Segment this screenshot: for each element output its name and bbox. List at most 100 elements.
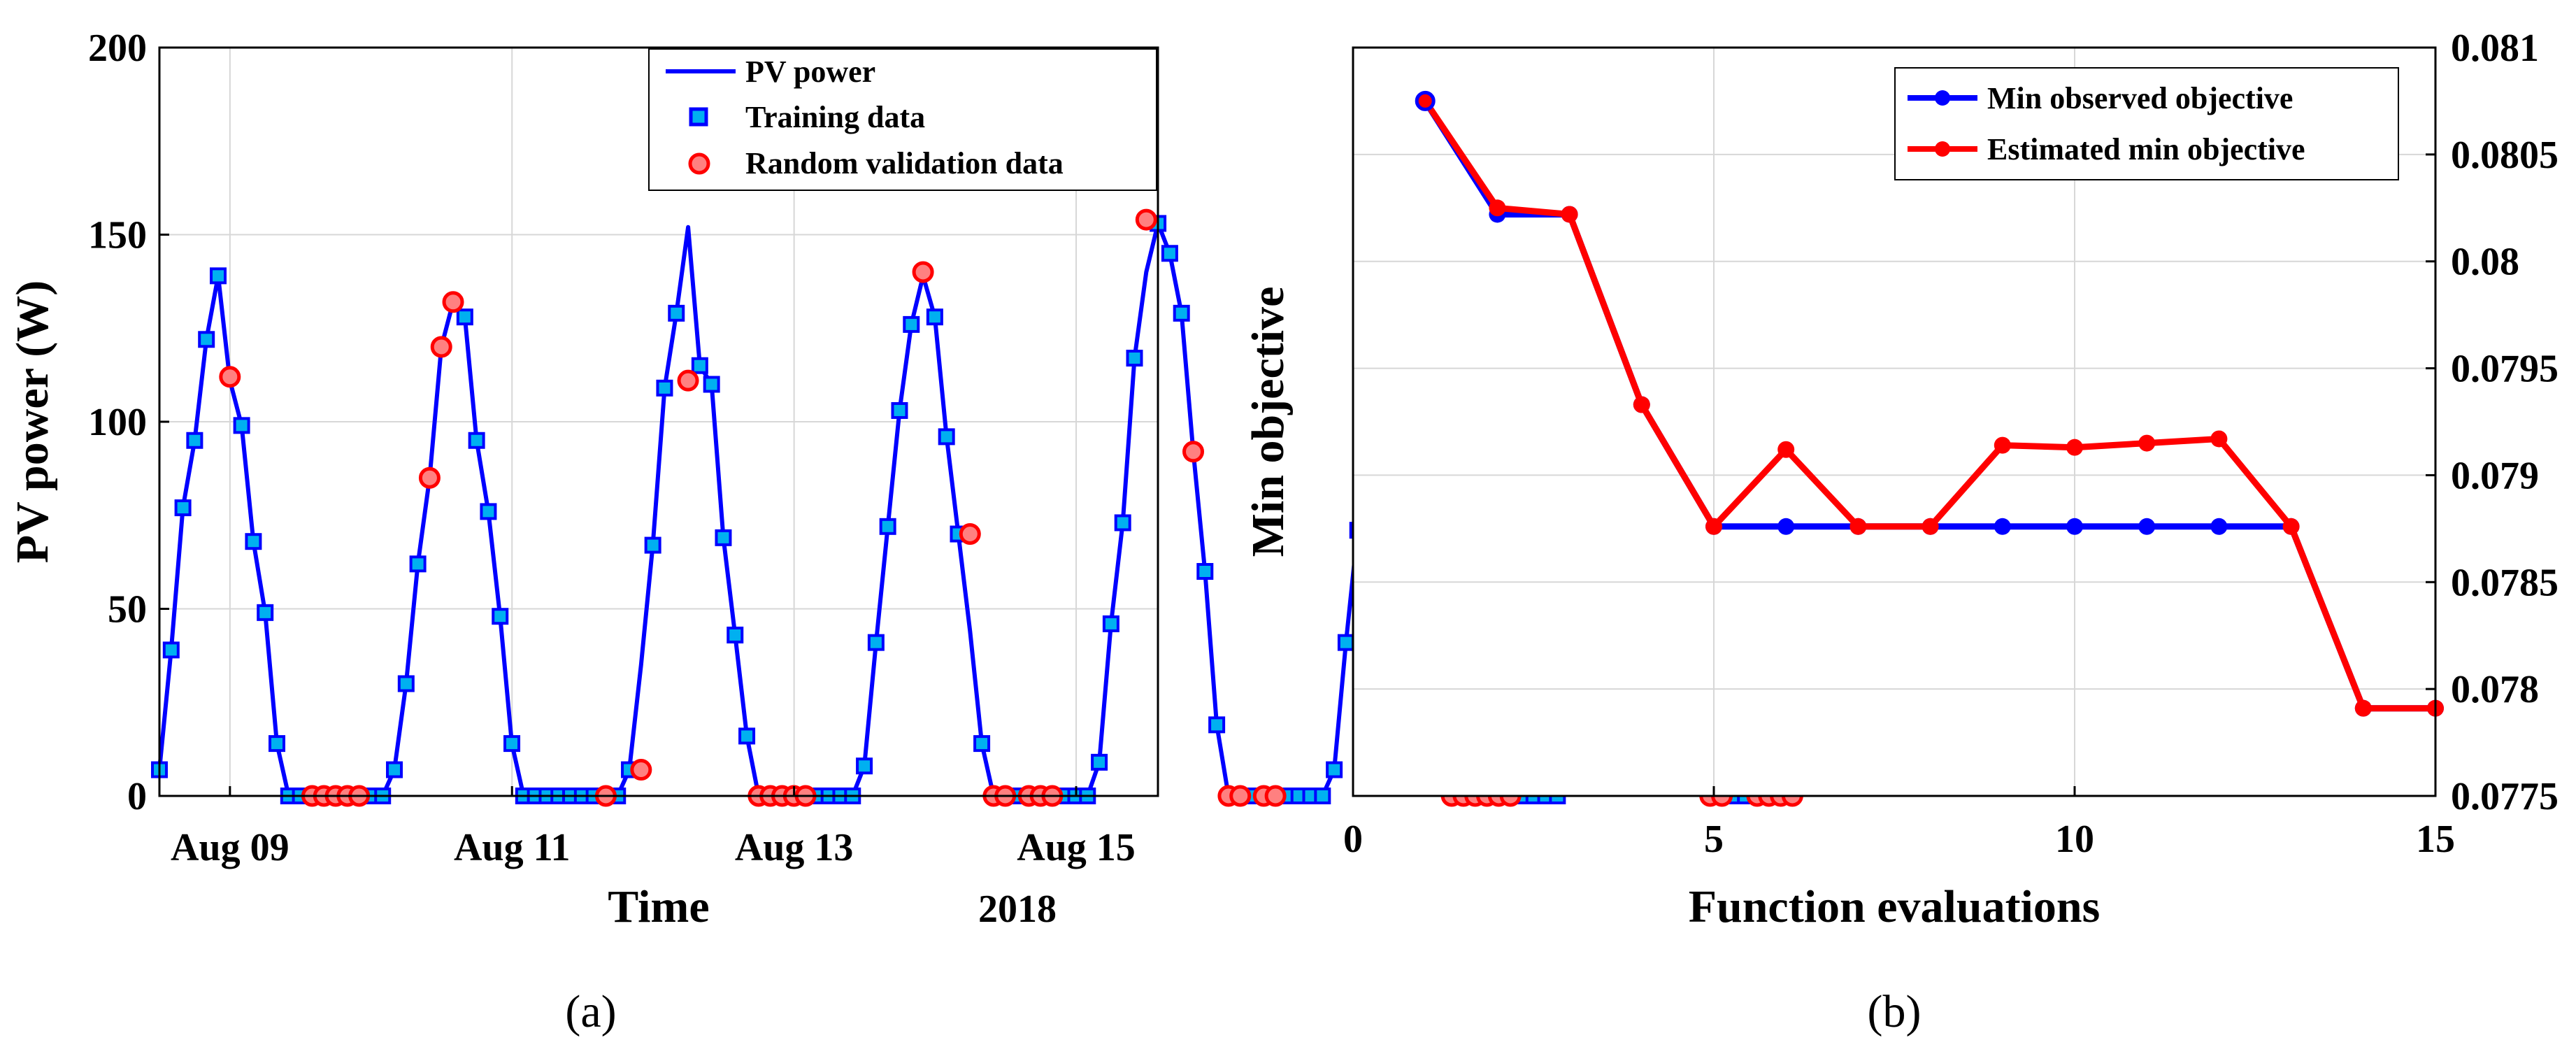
chart-a-validation-point [630,759,652,781]
chart-a-training-point [903,315,920,333]
chart-a-y-tick-label: 50 [108,588,147,632]
chart-a-training-point [1173,304,1190,322]
chart-a-training-point [409,555,427,573]
chart-a-training-point [1196,563,1214,580]
chart-a-validation-point [677,369,699,392]
chart-b-x-tick-label: 15 [2416,818,2455,861]
chart-b-estimated-point [2282,518,2300,535]
chart-a-training-point [397,675,415,692]
chart-a-training-point [644,536,661,554]
chart-a-year-label: 2018 [978,888,1057,931]
chart-a-y-tick-label: 200 [88,27,147,70]
chart-a-validation-point [959,523,981,545]
chart-a-y-tick-label: 100 [88,401,147,444]
chart-a-legend-label-validation: Random validation data [745,146,1064,180]
chart-a-y-ticks: 0 50 100 150 200 [88,27,169,818]
chart-a-training-point [480,503,497,520]
chart-a-training-point [233,417,250,434]
chart-a-training-point [386,761,403,778]
chart-a-validation-point [219,366,241,388]
chart-a-training-point [973,735,991,753]
chart-a-legend-marker-training [689,107,708,127]
chart-b-estimated-point [1849,518,1867,535]
chart-a-x-tick-label: Aug 15 [1017,826,1136,869]
chart-a-training-point [269,735,286,753]
chart-b-x-axis-label: Function evaluations [1689,881,2101,932]
chart-a-validation-point [1229,785,1252,807]
chart-a-validation-point [1182,441,1205,463]
chart-a-training-point [668,304,685,322]
chart-a-legend: PV power Training data Random validation… [648,48,1157,191]
chart-b-estimated-point [2066,439,2083,456]
chart-b-estimated-point [2354,699,2372,717]
chart-a-validation-point [912,261,934,283]
chart-a-training-point [1208,716,1226,734]
chart-a-validation-point [430,336,452,358]
chart-a-training-point [245,533,262,550]
chart-b-legend: Min observed objective Estimated min obj… [1894,67,2399,180]
chart-a-training-point [1326,761,1343,778]
chart-a-y-axis-label: PV power (W) [7,280,58,564]
chart-b-legend-label-observed: Min observed objective [1987,81,2293,115]
chart-b-x-tick-label: 5 [1704,818,1724,861]
chart-a-training-point [198,331,215,348]
chart-b-legend-marker-estimated [1935,141,1950,157]
chart-a-training-point [727,626,744,643]
chart-b-observed-point [2138,518,2156,535]
chart-b-y-tick-label: 0.081 [2451,27,2539,70]
chart-b-estimated-point [1417,92,1434,110]
chart-b-estimated-point [1561,206,1578,223]
chart-b-estimated-point [2210,430,2228,448]
chart-a-validation-point [418,467,441,489]
chart-a-training-point [1314,788,1331,804]
chart-b-estimated-point [2138,434,2156,452]
chart-b: 0.0775 0.078 0.0785 0.079 0.0795 0.08 0.0805 0.… [1243,27,2559,1037]
chart-a-training-point [1102,615,1119,632]
chart-b-y-tick-label: 0.0775 [2451,775,2559,818]
chart-b-observed-point [2210,518,2228,535]
chart-a-training-point [926,308,943,326]
chart-a-validation-point [442,291,464,313]
chart-b-estimated-point [1777,441,1795,458]
chart-b-observed-point [1777,518,1795,535]
chart-a-legend-label-training: Training data [745,100,925,134]
chart-a-training-point [738,727,756,745]
chart-b-observed-first-point-ring [1415,90,1436,111]
chart-b-y-tick-label: 0.0805 [2451,134,2559,177]
chart-b-y-tick-label: 0.078 [2451,668,2539,711]
chart-a-x-axis-label: Time [608,881,709,932]
chart-b-estimated-point [1705,518,1722,535]
chart-b-observed-point [1994,518,2011,535]
chart-b-legend-box [1894,67,2399,180]
chart-a-y-tick-label: 150 [88,214,147,257]
chart-b-y-tick-label: 0.08 [2451,241,2519,284]
chart-a-training-point [162,641,180,659]
chart-a-legend-marker-validation [688,152,710,175]
chart-a-legend-label-pv: PV power [745,55,875,89]
chart-b-legend-label-estimated: Estimated min objective [1987,132,2305,166]
chart-a-grid [159,48,1158,796]
chart-a-training-point [468,432,485,449]
chart-b-estimated-point [1994,436,2011,454]
chart-a-training-point [1114,514,1131,532]
chart-b-x-tick-label: 10 [2055,818,2094,861]
chart-a-training-point [492,608,509,625]
chart-b-y-ticks: 0.0775 0.078 0.0785 0.079 0.0795 0.08 0.0805 0.… [2426,27,2559,818]
chart-a-training-point [703,376,720,393]
chart-b-series [1415,90,2444,717]
chart-a-y-tick-label: 0 [127,775,147,818]
chart-b-y-tick-label: 0.0795 [2451,348,2559,391]
panel-label-b: (b) [1868,986,1922,1037]
chart-a-x-tick-label: Aug 13 [735,826,854,869]
chart-a-training-point [691,357,708,374]
chart-a-x-tick-label: Aug 11 [454,826,571,869]
chart-a-training-point [503,735,521,753]
chart-a-training-point [186,432,203,449]
chart-a-validation-point [1264,785,1287,807]
chart-b-observed-point [2066,518,2083,535]
chart-b-x-tick-label: 0 [1343,818,1363,861]
chart-b-x-ticks: 0 5 10 15 [1343,786,2455,861]
chart-a-training-point [1091,753,1108,771]
chart-a-training-point [1126,350,1143,367]
